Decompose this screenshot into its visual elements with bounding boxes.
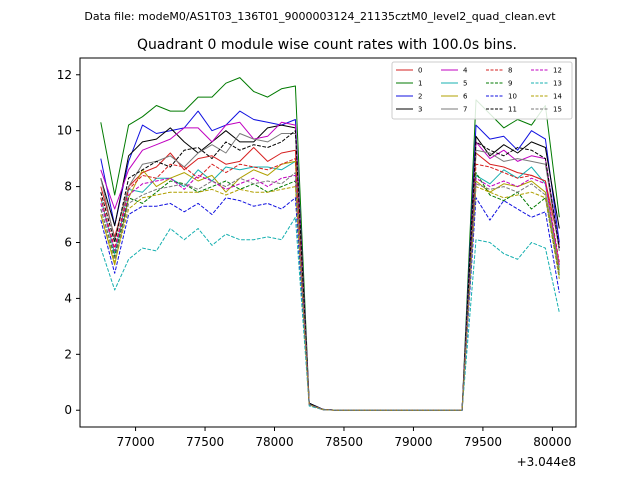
legend-label-1: 1 (418, 80, 422, 88)
y-tick-label: 2 (64, 347, 72, 361)
series-line-15 (100, 172, 560, 411)
y-tick-label: 8 (64, 180, 72, 194)
legend-label-7: 7 (463, 106, 467, 114)
legend-label-6: 6 (463, 93, 468, 101)
series-line-14 (100, 186, 560, 411)
x-tick-label: 78500 (325, 435, 363, 449)
y-axis-ticks: 0 2 4 6 8 10 12 (57, 68, 80, 417)
legend-label-2: 2 (418, 93, 422, 101)
legend-label-8: 8 (508, 67, 512, 75)
legend-label-0: 0 (418, 67, 422, 75)
y-tick-label: 6 (64, 236, 72, 250)
legend-label-14: 14 (553, 93, 562, 101)
y-tick-label: 4 (64, 291, 72, 305)
legend-box (391, 61, 573, 120)
legend-label-10: 10 (508, 93, 517, 101)
x-axis-ticks: 77000 77500 78000 78500 79000 79500 80000 (116, 427, 571, 449)
series-lines (100, 77, 560, 411)
legend-label-12: 12 (553, 67, 562, 75)
x-tick-label: 78000 (255, 435, 293, 449)
x-tick-label: 77500 (186, 435, 224, 449)
legend-label-3: 3 (418, 106, 422, 114)
series-line-12 (100, 174, 560, 411)
x-axis-offset-label: +3.044e8 (517, 455, 576, 469)
y-tick-label: 12 (57, 68, 72, 82)
x-tick-label: 79000 (394, 435, 432, 449)
legend-label-9: 9 (508, 80, 512, 88)
legend-label-15: 15 (553, 106, 562, 114)
legend-label-11: 11 (508, 106, 517, 114)
x-tick-label: 77000 (116, 435, 154, 449)
series-line-8 (100, 158, 560, 411)
y-tick-label: 10 (57, 124, 72, 138)
data-file-header: Data file: modeM0/AS1T03_136T01_90000031… (84, 10, 556, 23)
plot-area: 77000 77500 78000 78500 79000 79500 80000 0 2 4 6… (57, 57, 577, 469)
legend-label-5: 5 (463, 80, 467, 88)
legend-label-4: 4 (463, 67, 468, 75)
y-tick-label: 0 (64, 403, 72, 417)
chart-title: Quadrant 0 module wise count rates with … (137, 37, 517, 53)
legend-label-13: 13 (553, 80, 562, 88)
x-tick-label: 79500 (464, 435, 502, 449)
x-tick-label: 80000 (533, 435, 571, 449)
